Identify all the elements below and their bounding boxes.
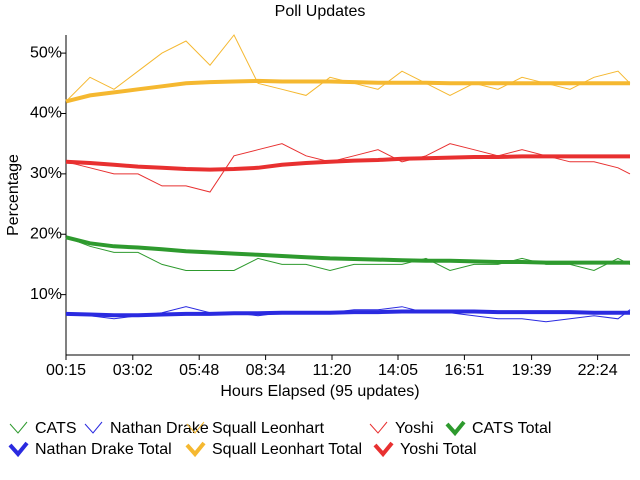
legend-label: Squall Leonhart	[212, 420, 325, 437]
x-tick-label: 08:34	[246, 362, 286, 379]
legend-icon	[369, 421, 388, 434]
legend-label: Nathan Drake	[110, 420, 209, 437]
series-line	[65, 34, 631, 102]
legend-icon	[9, 421, 28, 434]
series-line	[65, 154, 630, 172]
x-axis-label: Hours Elapsed (95 updates)	[220, 383, 419, 400]
series-line	[65, 235, 630, 265]
x-tick-label: 19:39	[512, 362, 552, 379]
series-line	[65, 309, 630, 318]
legend-icon	[8, 441, 29, 458]
x-tick-label: 16:51	[444, 362, 484, 379]
x-tick-label: 22:24	[578, 362, 618, 379]
y-axis-label: Percentage	[5, 154, 22, 236]
legend-label: Nathan Drake Total	[35, 441, 172, 458]
legend-label: Yoshi Total	[400, 441, 477, 458]
legend-icon	[445, 420, 466, 437]
x-tick-label: 11:20	[313, 362, 352, 379]
legend-label: Squall Leonhart Total	[212, 441, 362, 458]
legend-label: CATS	[35, 420, 76, 437]
legend-icon	[186, 421, 205, 434]
x-tick-label: 03:02	[113, 362, 153, 379]
legend-icon	[185, 441, 206, 458]
legend-icon	[84, 421, 103, 434]
y-tick-label: 30%	[30, 165, 62, 182]
y-tick-label: 50%	[30, 44, 62, 61]
x-tick-label: 00:15	[46, 362, 86, 379]
legend-label: CATS Total	[472, 420, 551, 437]
y-tick-label: 40%	[30, 105, 62, 122]
legend-label: Yoshi	[395, 420, 434, 437]
series-line	[65, 236, 631, 272]
chart-title: Poll Updates	[275, 3, 366, 20]
x-tick-label: 05:48	[179, 362, 219, 379]
y-tick-label: 20%	[30, 225, 62, 242]
y-tick-label: 10%	[30, 286, 62, 303]
series-line	[65, 78, 630, 104]
x-tick-label: 14:05	[378, 362, 418, 379]
legend-icon	[373, 441, 394, 458]
